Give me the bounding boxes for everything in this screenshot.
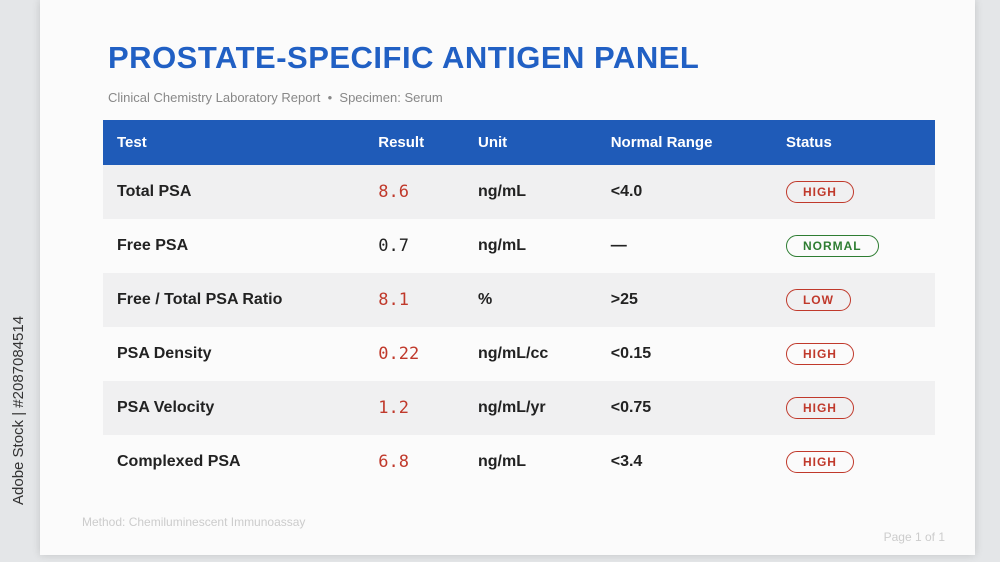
- table-cell: 1.2: [364, 381, 464, 435]
- header-row: Test Result Unit Normal Range Status: [103, 120, 935, 165]
- status-badge: HIGH: [785, 181, 854, 203]
- status-cell: HIGH: [772, 435, 935, 489]
- status-badge: HIGH: [785, 451, 854, 473]
- column-header: Status: [771, 120, 935, 165]
- report-sheet: PROSTATE-SPECIFIC ANTIGEN PANEL Clinical…: [40, 0, 975, 555]
- table-cell: 8.6: [364, 165, 464, 219]
- method-note: Method: Chemiluminescent Immunoassay: [82, 515, 306, 529]
- status-cell: HIGH: [772, 327, 935, 381]
- status-cell: LOW: [771, 273, 935, 327]
- table-cell: —: [610, 237, 627, 254]
- table-cell: <3.4: [610, 453, 643, 470]
- table-cell: ng/mL: [478, 237, 526, 254]
- table-cell: 0.7: [378, 236, 409, 256]
- table-cell: <0.75: [596, 381, 772, 435]
- table-cell: ng/mL/cc: [478, 345, 549, 362]
- table-cell: 8.1: [364, 273, 464, 327]
- table-cell: PSA Velocity: [103, 381, 365, 435]
- status-cell: HIGH: [771, 381, 935, 435]
- status-badge: HIGH: [785, 343, 854, 365]
- table-cell: %: [464, 273, 597, 327]
- table-cell: Total PSA: [103, 165, 365, 219]
- column-header: Normal Range: [596, 120, 772, 165]
- status-badge: LOW: [785, 289, 851, 311]
- table-cell: >25: [596, 273, 772, 327]
- table-cell: 0.22: [378, 344, 420, 364]
- column-header: Test: [103, 120, 365, 165]
- table-cell: Complexed PSA: [117, 453, 241, 470]
- table-cell: PSA Density: [117, 345, 212, 362]
- subtitle: Clinical Chemistry Laboratory Report • S…: [108, 90, 443, 105]
- table-row: Free / Total PSA Ratio 8.1% >25 LOW: [103, 273, 935, 327]
- page-number: Page 1 of 1: [883, 530, 945, 544]
- table-cell: ng/mL: [464, 165, 597, 219]
- table-cell: ng/mL/yr: [464, 381, 597, 435]
- status-cell: NORMAL: [772, 219, 935, 273]
- table-cell: Free / Total PSA Ratio: [103, 273, 365, 327]
- title: PROSTATE-SPECIFIC ANTIGEN PANEL: [108, 40, 700, 75]
- table-cell: Free PSA: [117, 237, 189, 254]
- status-badge: HIGH: [785, 397, 854, 419]
- table-row: Complexed PSA 6.8 ng/mL <3.4 HIGH: [103, 435, 935, 489]
- results-table: Test Result Unit Normal Range Status Total PS…: [103, 120, 935, 489]
- table-row: PSA Velocity 1.2 ng/mL/yr <0.75 HIGH: [103, 381, 935, 435]
- table-cell: ng/mL: [478, 453, 526, 470]
- status-cell: HIGH: [771, 165, 935, 219]
- table-cell: <4.0: [596, 165, 772, 219]
- table-row: Free PSA 0.7 ng/mL — NORMAL: [103, 219, 935, 273]
- table-cell: 6.8: [378, 452, 409, 472]
- column-header: Unit: [464, 120, 597, 165]
- column-header: Result: [364, 120, 464, 165]
- status-badge: NORMAL: [785, 235, 879, 257]
- table-row: PSA Density 0.22 ng/mL/cc <0.15 HIGH: [103, 327, 935, 381]
- table-row: Total PSA 8.6 ng/mL <4.0 HIGH: [103, 165, 935, 219]
- watermark: Adobe Stock | #2087084514: [10, 315, 27, 505]
- table-cell: <0.15: [610, 345, 652, 362]
